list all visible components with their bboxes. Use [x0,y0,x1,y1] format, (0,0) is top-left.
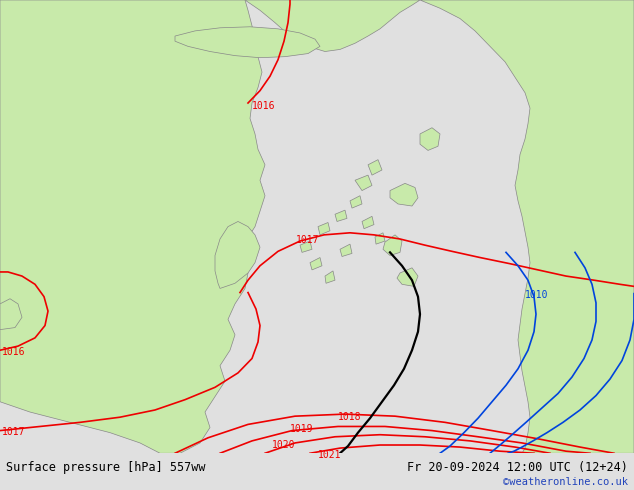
Polygon shape [368,160,382,175]
Polygon shape [420,0,634,453]
Polygon shape [245,0,420,51]
Polygon shape [215,221,260,289]
Text: 1016: 1016 [2,347,25,357]
Polygon shape [335,210,347,221]
Polygon shape [175,27,320,58]
Text: 1018: 1018 [338,412,361,422]
Polygon shape [397,268,418,286]
Text: 1017: 1017 [296,235,320,245]
Text: 1016: 1016 [252,101,276,111]
Text: 1021: 1021 [318,450,342,460]
Text: Surface pressure [hPa] 557ww: Surface pressure [hPa] 557ww [6,461,206,474]
Polygon shape [310,258,322,270]
Text: 1019: 1019 [290,424,313,435]
Polygon shape [325,271,335,283]
Text: 1010: 1010 [525,291,548,300]
Text: ©weatheronline.co.uk: ©weatheronline.co.uk [503,477,628,487]
Text: 1020: 1020 [272,440,295,450]
Polygon shape [355,175,372,191]
Text: Fr 20-09-2024 12:00 UTC (12+24): Fr 20-09-2024 12:00 UTC (12+24) [407,461,628,474]
Polygon shape [383,235,402,255]
Polygon shape [318,222,330,235]
Polygon shape [375,233,385,244]
Text: 1017: 1017 [2,427,25,438]
Polygon shape [0,299,22,330]
Polygon shape [300,241,312,252]
Polygon shape [0,0,265,453]
Polygon shape [340,244,352,256]
Polygon shape [362,216,374,229]
Polygon shape [420,128,440,150]
Polygon shape [350,196,362,208]
Polygon shape [390,183,418,206]
